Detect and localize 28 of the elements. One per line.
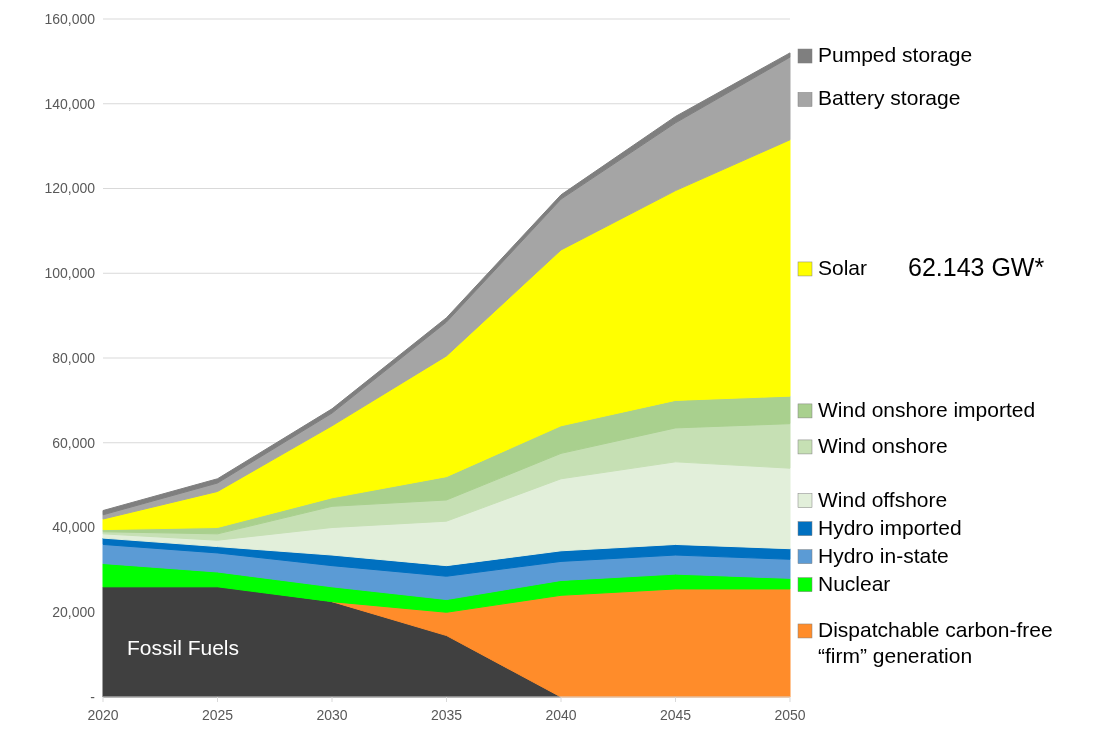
text: 62.143 GW*: [908, 252, 1045, 281]
legend-label: Hydro imported: [818, 515, 962, 539]
legend-label: Dispatchable carbon-free “firm” generation: [818, 617, 1053, 667]
legend-label: Wind offshore: [818, 487, 948, 511]
y-tick-label: 20,000: [52, 604, 96, 621]
y-tick-label: 100,000: [44, 265, 96, 282]
y-tick-label: 40,000: [52, 519, 96, 536]
y-tick-label: 60,000: [52, 434, 96, 451]
x-tick-label: 2030: [316, 707, 348, 723]
y-tick-label: 120,000: [44, 180, 96, 197]
x-tick-label: 2040: [545, 707, 577, 723]
legend-label: Pumped storage: [818, 43, 973, 67]
y-tick-label: -: [90, 688, 96, 705]
legend-label: Hydro in-state: [818, 543, 949, 567]
legend-label: Wind onshore: [818, 433, 948, 457]
series-label: Fossil Fuels: [127, 636, 240, 659]
y-tick-label: 80,000: [52, 349, 96, 366]
x-tick-label: 2025: [201, 707, 234, 723]
legend-label: Nuclear: [818, 571, 891, 595]
legend-label: Battery storage: [818, 86, 961, 110]
legend-label: Wind onshore imported: [818, 397, 1036, 421]
x-tick-label: 2050: [774, 707, 806, 723]
y-tick-label: 140,000: [44, 95, 96, 112]
x-tick-label: 2035: [430, 707, 463, 723]
x-tick-label: 2020: [87, 707, 119, 723]
legend-label: Solar: [818, 255, 868, 279]
x-tick-label: 2045: [659, 707, 692, 723]
y-tick-label: 160,000: [44, 10, 96, 27]
